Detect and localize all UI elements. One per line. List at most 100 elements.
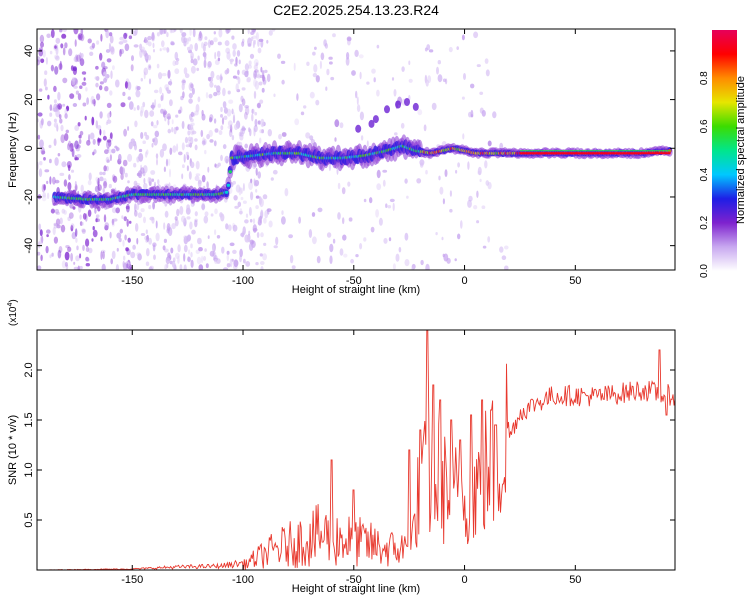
noise-speck	[41, 118, 44, 126]
noise-speck	[339, 122, 344, 129]
noise-speck	[206, 181, 209, 189]
noise-speck	[309, 135, 314, 141]
noise-speck	[455, 169, 458, 174]
noise-speck	[79, 130, 84, 136]
noise-speck	[82, 244, 85, 251]
noise-speck	[245, 261, 251, 267]
noise-speck	[275, 236, 279, 246]
noise-speck	[103, 77, 108, 83]
noise-speck	[46, 180, 49, 185]
noise-speck	[238, 103, 243, 113]
noise-speck	[177, 244, 181, 253]
noise-speck	[73, 261, 76, 265]
noise-speck	[105, 74, 110, 79]
noise-speck	[234, 205, 239, 209]
noise-speck	[449, 190, 452, 197]
noise-speck	[234, 123, 239, 131]
noise-speck	[182, 79, 186, 84]
noise-speck	[227, 224, 232, 231]
noise-speck	[145, 261, 150, 267]
noise-speck	[156, 158, 158, 166]
noise-speck	[435, 232, 438, 236]
noise-speck	[277, 53, 281, 59]
noise-speck	[134, 210, 138, 217]
noise-speck	[45, 245, 49, 254]
noise-speck	[82, 213, 87, 220]
noise-speck	[181, 215, 186, 223]
noise-speck	[244, 70, 249, 78]
noise-speck	[408, 60, 411, 66]
noise-speck	[293, 62, 296, 71]
noise-speck	[176, 58, 180, 62]
spectrogram-x-axis-label: Height of straight line (km)	[292, 284, 420, 296]
noise-speck	[84, 115, 87, 121]
snr-frame	[36, 329, 676, 571]
noise-speck	[395, 253, 400, 262]
noise-speck	[152, 42, 155, 49]
noise-speck	[245, 213, 249, 218]
noise-speck	[146, 234, 150, 242]
noise-speck	[127, 180, 130, 184]
noise-speck	[136, 237, 139, 245]
noise-speck	[309, 91, 315, 99]
noise-speck	[214, 51, 217, 60]
noise-speck	[166, 228, 170, 234]
noise-speck	[256, 232, 260, 238]
noise-speck	[188, 139, 191, 147]
noise-speck	[315, 75, 320, 83]
noise-speck	[102, 171, 106, 176]
noise-speck	[273, 245, 278, 249]
noise-speck	[123, 255, 126, 261]
ridge-core	[226, 183, 231, 187]
noise-speck	[128, 141, 133, 150]
noise-speck	[133, 180, 138, 187]
noise-speck	[104, 222, 110, 229]
noise-speck	[501, 255, 507, 260]
noise-speck	[148, 266, 153, 270]
spectrogram-marks	[37, 29, 673, 270]
noise-speck	[163, 29, 167, 34]
noise-speck	[155, 153, 159, 159]
noise-speck	[95, 176, 99, 182]
noise-speck	[59, 172, 65, 176]
noise-speck	[80, 53, 84, 59]
noise-speck	[49, 254, 52, 259]
noise-speck	[470, 114, 474, 118]
noise-speck	[252, 35, 257, 39]
noise-speck	[68, 174, 71, 181]
upper-branch-blob	[395, 100, 402, 109]
noise-speck	[104, 149, 109, 155]
noise-speck	[312, 51, 316, 56]
noise-speck	[68, 48, 73, 57]
noise-speck	[61, 260, 66, 269]
noise-speck	[148, 78, 152, 85]
noise-speck	[329, 61, 333, 65]
noise-speck	[119, 49, 122, 57]
noise-speck	[222, 144, 227, 150]
noise-speck	[249, 128, 252, 137]
noise-speck	[163, 222, 166, 230]
noise-speck	[46, 229, 51, 234]
noise-speck	[187, 256, 190, 262]
noise-speck	[233, 195, 238, 201]
colorbar-tick-label: 0.6	[699, 119, 710, 133]
snr-panel: -150 -100 -50 0 50 0.5 1.0 1.5 2.0 Height of str…	[7, 299, 676, 595]
noise-speck	[115, 264, 119, 270]
noise-speck	[173, 126, 177, 135]
noise-speck	[69, 93, 75, 99]
noise-speck	[167, 158, 171, 166]
noise-speck	[56, 224, 61, 229]
noise-speck	[271, 29, 276, 32]
noise-speck	[170, 247, 174, 254]
noise-speck	[250, 178, 253, 184]
noise-speck	[124, 43, 130, 52]
noise-speck	[143, 67, 149, 76]
noise-speck	[81, 221, 84, 226]
noise-speck	[183, 253, 186, 262]
noise-speck	[159, 29, 163, 35]
noise-speck	[134, 29, 138, 36]
noise-speck	[37, 251, 41, 256]
noise-speck	[214, 128, 219, 133]
noise-speck	[165, 257, 171, 264]
noise-speck	[88, 172, 92, 181]
